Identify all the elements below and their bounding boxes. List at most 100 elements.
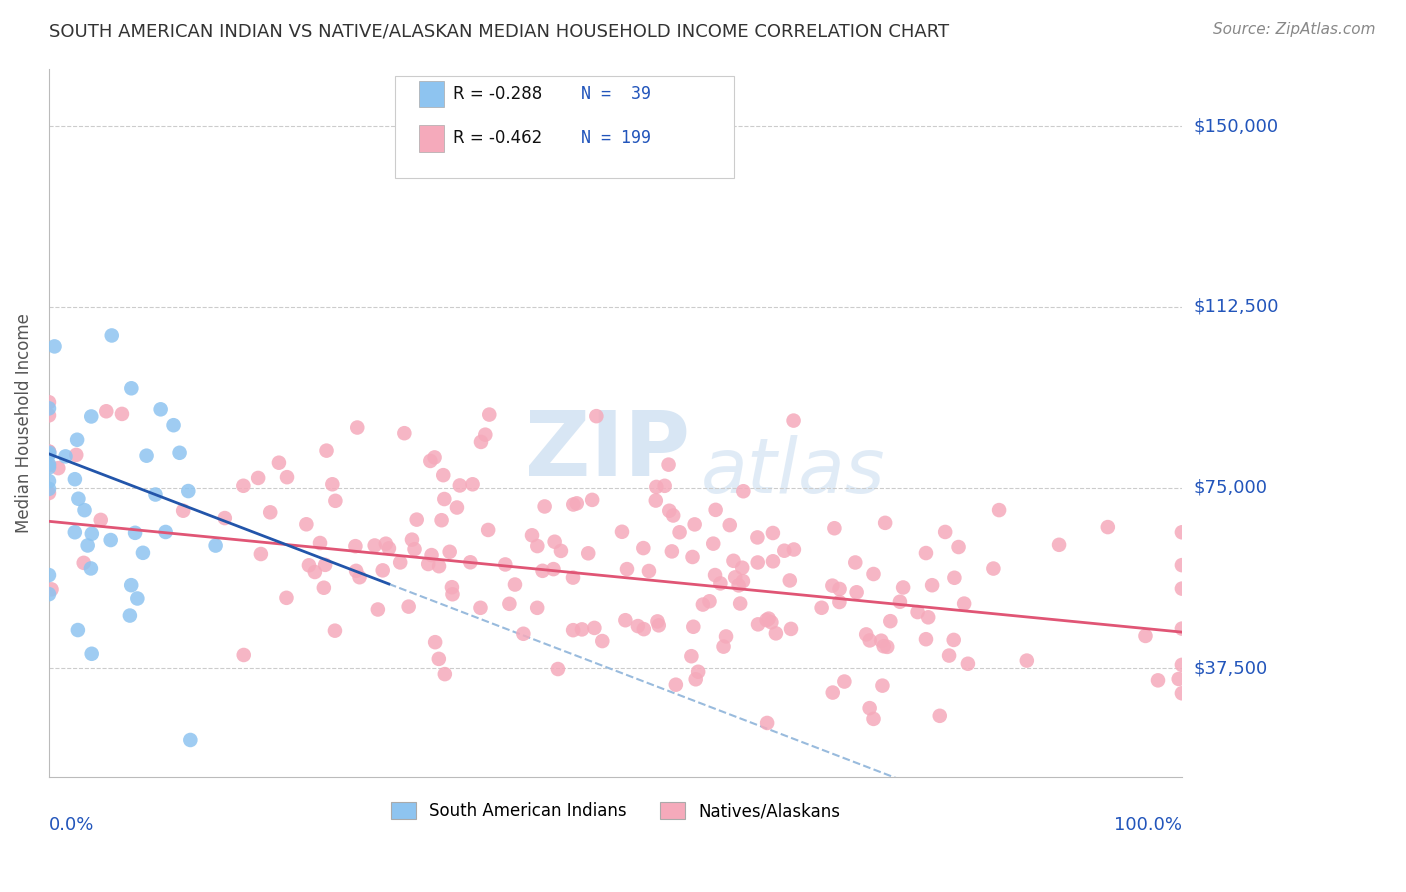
Point <box>627 619 650 633</box>
Point <box>907 605 929 619</box>
Point <box>665 678 688 692</box>
Point <box>312 581 335 595</box>
Point <box>389 556 412 570</box>
Point <box>1135 629 1157 643</box>
Point <box>921 578 943 592</box>
Point <box>470 600 492 615</box>
Point <box>1097 520 1119 534</box>
Point <box>543 534 565 549</box>
Point <box>889 595 911 609</box>
Point <box>135 449 157 463</box>
Point <box>38 587 60 601</box>
Point <box>610 524 633 539</box>
Point <box>688 665 710 679</box>
Point <box>645 480 668 494</box>
FancyBboxPatch shape <box>395 76 734 178</box>
Point <box>179 733 201 747</box>
Point <box>780 622 803 636</box>
Point <box>63 472 86 486</box>
Point <box>325 493 347 508</box>
Point <box>1047 538 1070 552</box>
Point <box>783 542 806 557</box>
Point <box>38 445 60 459</box>
Text: 0.0%: 0.0% <box>49 815 94 833</box>
Point <box>378 541 401 556</box>
Point <box>38 474 60 488</box>
Point <box>1171 582 1194 596</box>
Point <box>702 536 724 550</box>
FancyBboxPatch shape <box>419 125 444 152</box>
Point <box>747 530 769 544</box>
Point <box>232 479 254 493</box>
Point <box>118 608 141 623</box>
Text: N =  39: N = 39 <box>582 85 651 103</box>
Point <box>644 493 666 508</box>
Point <box>658 458 681 472</box>
Point <box>1171 622 1194 636</box>
Point <box>638 564 661 578</box>
Point <box>304 565 326 579</box>
Point <box>1171 686 1194 700</box>
Point <box>821 579 844 593</box>
Point <box>859 701 882 715</box>
Point <box>685 673 707 687</box>
Point <box>583 621 606 635</box>
Point <box>371 563 394 577</box>
Point <box>713 640 735 654</box>
Point <box>430 513 453 527</box>
Point <box>983 561 1005 575</box>
Point <box>526 539 548 553</box>
Point <box>1147 673 1170 688</box>
Point <box>1171 657 1194 672</box>
Point <box>747 617 769 632</box>
Point <box>648 618 671 632</box>
Point <box>681 649 703 664</box>
Point <box>38 482 60 496</box>
Point <box>953 597 976 611</box>
Point <box>782 414 804 428</box>
Point <box>723 554 745 568</box>
Point <box>145 487 167 501</box>
Point <box>38 401 60 416</box>
Point <box>80 647 103 661</box>
Point <box>943 571 966 585</box>
Point <box>344 564 367 578</box>
Text: R = -0.462: R = -0.462 <box>453 129 543 147</box>
Point <box>844 556 866 570</box>
Text: SOUTH AMERICAN INDIAN VS NATIVE/ALASKAN MEDIAN HOUSEHOLD INCOME CORRELATION CHAR: SOUTH AMERICAN INDIAN VS NATIVE/ALASKAN … <box>49 22 949 40</box>
Point <box>942 632 965 647</box>
Point <box>948 540 970 554</box>
Text: Source: ZipAtlas.com: Source: ZipAtlas.com <box>1212 22 1375 37</box>
Point <box>714 630 737 644</box>
Point <box>315 443 337 458</box>
Point <box>870 633 893 648</box>
Point <box>543 562 565 576</box>
Point <box>346 420 368 434</box>
Point <box>155 524 177 539</box>
Point <box>38 458 60 472</box>
Point <box>38 409 60 423</box>
Point <box>915 632 938 647</box>
Point <box>654 479 676 493</box>
Point <box>682 549 704 564</box>
Point <box>177 484 200 499</box>
Point <box>755 613 778 627</box>
Point <box>934 524 956 539</box>
Point <box>309 536 332 550</box>
Point <box>828 582 851 596</box>
Point <box>169 446 191 460</box>
Point <box>76 539 98 553</box>
Point <box>773 543 796 558</box>
Point <box>1167 672 1189 686</box>
Point <box>591 634 613 648</box>
Point <box>845 585 868 599</box>
Point <box>55 450 77 464</box>
Point <box>38 446 60 460</box>
Text: R = -0.288: R = -0.288 <box>453 85 543 103</box>
Point <box>295 517 318 532</box>
Point <box>433 491 456 506</box>
Point <box>349 570 371 584</box>
Point <box>477 523 499 537</box>
Point <box>247 471 270 485</box>
Point <box>367 602 389 616</box>
